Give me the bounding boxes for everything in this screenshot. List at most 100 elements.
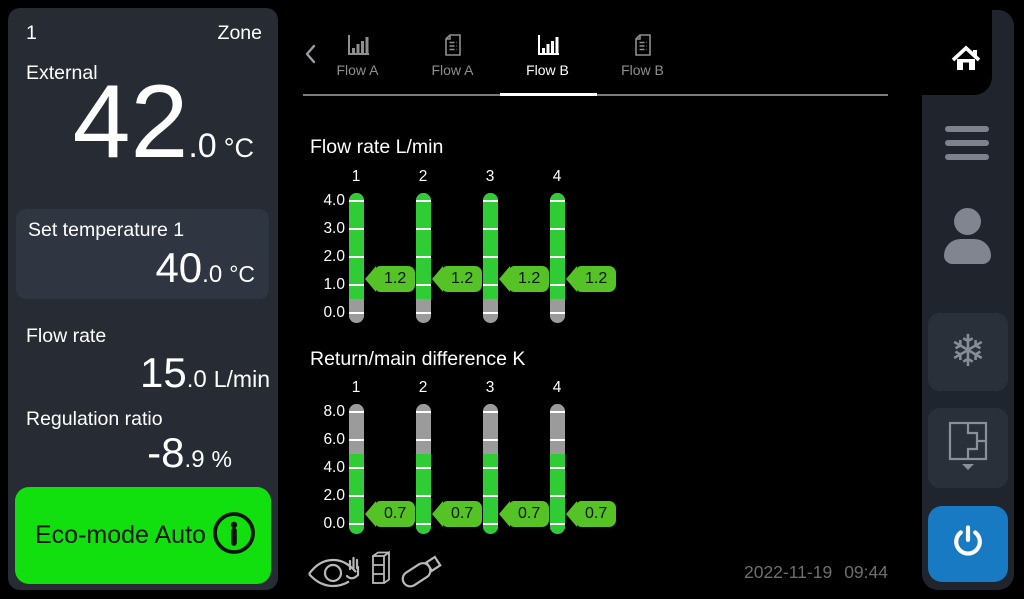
tab-flow-b-report[interactable]: Flow B [595, 31, 690, 78]
gauge-tick-line [549, 439, 565, 441]
external-temp-value: 42.0 °C [73, 70, 254, 174]
tab-flow-a-report[interactable]: Flow A [405, 31, 500, 78]
gauge-tick-line [348, 439, 364, 441]
home-icon [949, 44, 983, 79]
tab-flow-a-chart[interactable]: Flow A [310, 31, 405, 78]
axis-tick-label: 0.0 [323, 304, 345, 321]
axis-tick-label: 0.0 [323, 515, 345, 532]
tab-label: Flow A [431, 62, 474, 78]
gauge-green-segment [549, 454, 565, 534]
gauge-value-tag: 1.2 [432, 266, 483, 293]
power-button[interactable] [928, 506, 1008, 582]
gauge-gray-segment [415, 299, 431, 323]
external-temp-int: 42 [72, 64, 189, 180]
gauge-tick-line [549, 312, 565, 314]
bar-chart-icon [345, 31, 371, 57]
gauge-tick-line [348, 256, 364, 258]
gauge-bar [482, 404, 498, 534]
gauge-tick-line [348, 312, 364, 314]
gauge-value-label: 1.2 [375, 266, 416, 293]
gauge-tick-line [549, 228, 565, 230]
gauge-value-label: 0.7 [576, 501, 617, 528]
user-button[interactable] [940, 206, 994, 268]
set-temp-int: 40 [155, 244, 203, 291]
gauge-green-segment [348, 454, 364, 534]
snowflake-icon: ❄ [949, 326, 987, 377]
gauge-tick-line [482, 200, 498, 202]
gauge-tick-line [549, 256, 565, 258]
document-icon [443, 31, 463, 57]
back-chevron-icon[interactable] [302, 42, 318, 71]
gauge-green-segment [549, 193, 565, 299]
set-temperature-value: 40.0 °C [155, 247, 255, 289]
supervision-eye-hand-icon [306, 552, 362, 597]
module-icon [369, 549, 393, 594]
gauge-tick-line [482, 411, 498, 413]
tab-label: Flow B [526, 62, 569, 78]
timestamp: 2022-11-19 09:44 [620, 562, 888, 583]
regulation-ratio-int: -8 [147, 429, 185, 476]
axis-tick-label: 6.0 [323, 431, 345, 448]
gauge-value-label: 0.7 [442, 501, 483, 528]
gauge-bar [348, 404, 364, 534]
gauge-gray-segment [482, 299, 498, 323]
gauge-bar [549, 193, 565, 323]
home-button[interactable] [934, 36, 998, 86]
gauge-value-label: 0.7 [509, 501, 550, 528]
gauge-value-tag: 0.7 [566, 501, 617, 528]
gauge-gray-segment [348, 404, 364, 454]
flow-rate-label: Flow rate [26, 325, 107, 347]
gauge-tick-line [549, 200, 565, 202]
document-icon [633, 31, 653, 57]
external-temp-unit: °C [223, 133, 254, 163]
eco-mode-button[interactable]: Eco-mode Auto [15, 487, 271, 584]
gauge-bar [348, 193, 364, 323]
tag-arrow [432, 501, 443, 528]
flow-rate-unit: L/min [213, 366, 270, 392]
tag-arrow [365, 501, 376, 528]
tab-flow-b-chart[interactable]: Flow B [500, 31, 595, 78]
gauge-tick-line [549, 284, 565, 286]
gauge-green-segment [482, 454, 498, 534]
timestamp-date: 2022-11-19 [743, 562, 833, 582]
nav-rail [922, 10, 1014, 590]
menu-button[interactable] [945, 126, 989, 164]
tag-arrow [432, 266, 443, 293]
tab-active-indicator [500, 93, 597, 96]
zone-number: 1 [26, 22, 37, 44]
gauge-tick-line [482, 228, 498, 230]
gauge-number-label: 4 [552, 379, 562, 396]
flow-rate-int: 15 [140, 349, 187, 396]
axis-tick-label: 2.0 [323, 248, 345, 265]
set-temperature-label: Set temperature 1 [28, 219, 185, 241]
axis-tick-label: 1.0 [323, 276, 345, 293]
gauge-tick-line [415, 200, 431, 202]
gauge-green-segment [415, 193, 431, 299]
power-icon [950, 524, 986, 564]
gauge-bar [415, 193, 431, 323]
floor-plan-button[interactable] [928, 408, 1008, 488]
info-icon[interactable] [211, 510, 257, 561]
gauge-gray-segment [549, 299, 565, 323]
external-label: External [26, 62, 98, 84]
gauge-tick-line [348, 200, 364, 202]
gauge-green-segment [415, 454, 431, 534]
bar-chart-icon [535, 31, 561, 57]
chart-title: Return/main difference K [310, 348, 526, 370]
flow-rate-dec: .0 [186, 366, 207, 393]
defrost-button[interactable]: ❄ [928, 313, 1008, 391]
set-temperature-box[interactable]: Set temperature 1 40.0 °C [16, 209, 269, 299]
gauge-number-label: 2 [418, 379, 428, 396]
flow-rate-value: 15.0 L/min [140, 352, 270, 394]
gauge-tick-line [482, 256, 498, 258]
gauge-tick-line [482, 523, 498, 525]
gauge-tick-line [415, 467, 431, 469]
axis-tick-label: 8.0 [323, 403, 345, 420]
tag-arrow [566, 501, 577, 528]
gauge-gray-segment [415, 404, 431, 454]
axis-tick-label: 4.0 [323, 459, 345, 476]
gauge-bar [482, 193, 498, 323]
gauge-number-label: 1 [351, 168, 361, 185]
gauge-green-segment [482, 193, 498, 299]
gauge-tick-line [415, 256, 431, 258]
